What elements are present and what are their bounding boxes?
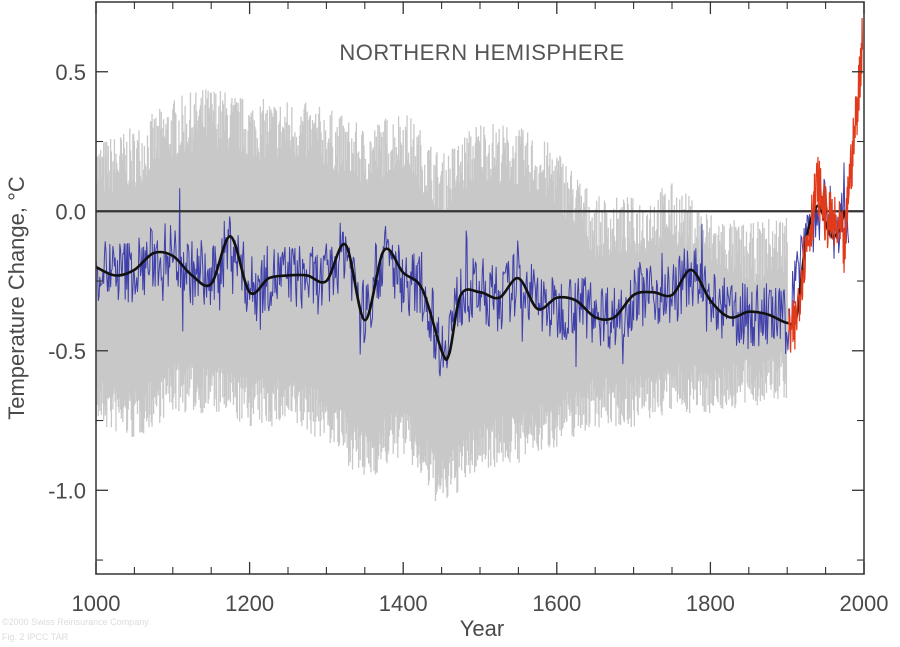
y-tick-label: -0.5	[48, 339, 86, 364]
x-tick-label: 1400	[379, 591, 428, 616]
chart-title: NORTHERN HEMISPHERE	[339, 40, 624, 65]
x-tick-label: 1200	[225, 591, 274, 616]
tick-layer: 1000 1200 1400 1600 1800 2000 0.5 0.0 -0.5 -1.0	[48, 2, 888, 616]
y-tick-label: 0.5	[55, 60, 86, 85]
uncertainty-band	[95, 89, 788, 501]
y-axis-title: Temperature Change, °C	[4, 176, 29, 420]
x-tick-label: 1600	[532, 591, 581, 616]
x-axis-title: Year	[460, 616, 504, 641]
instrumental-layer	[788, 18, 864, 353]
copyright-line-2: Fig. 2 IPCC TAR	[2, 632, 69, 642]
smoothed-series	[95, 204, 847, 361]
x-tick-label: 2000	[840, 591, 889, 616]
y-tick-label: -1.0	[48, 478, 86, 503]
x-tick-label: 1000	[72, 591, 121, 616]
uncertainty-band-layer	[95, 89, 788, 501]
x-tick-label: 1800	[686, 591, 735, 616]
instrumental-series	[788, 18, 864, 353]
copyright-line-1: ©2000 Swiss Reinsurance Company	[2, 617, 149, 627]
y-tick-label: 0.0	[55, 199, 86, 224]
smoothed-layer	[95, 204, 847, 361]
